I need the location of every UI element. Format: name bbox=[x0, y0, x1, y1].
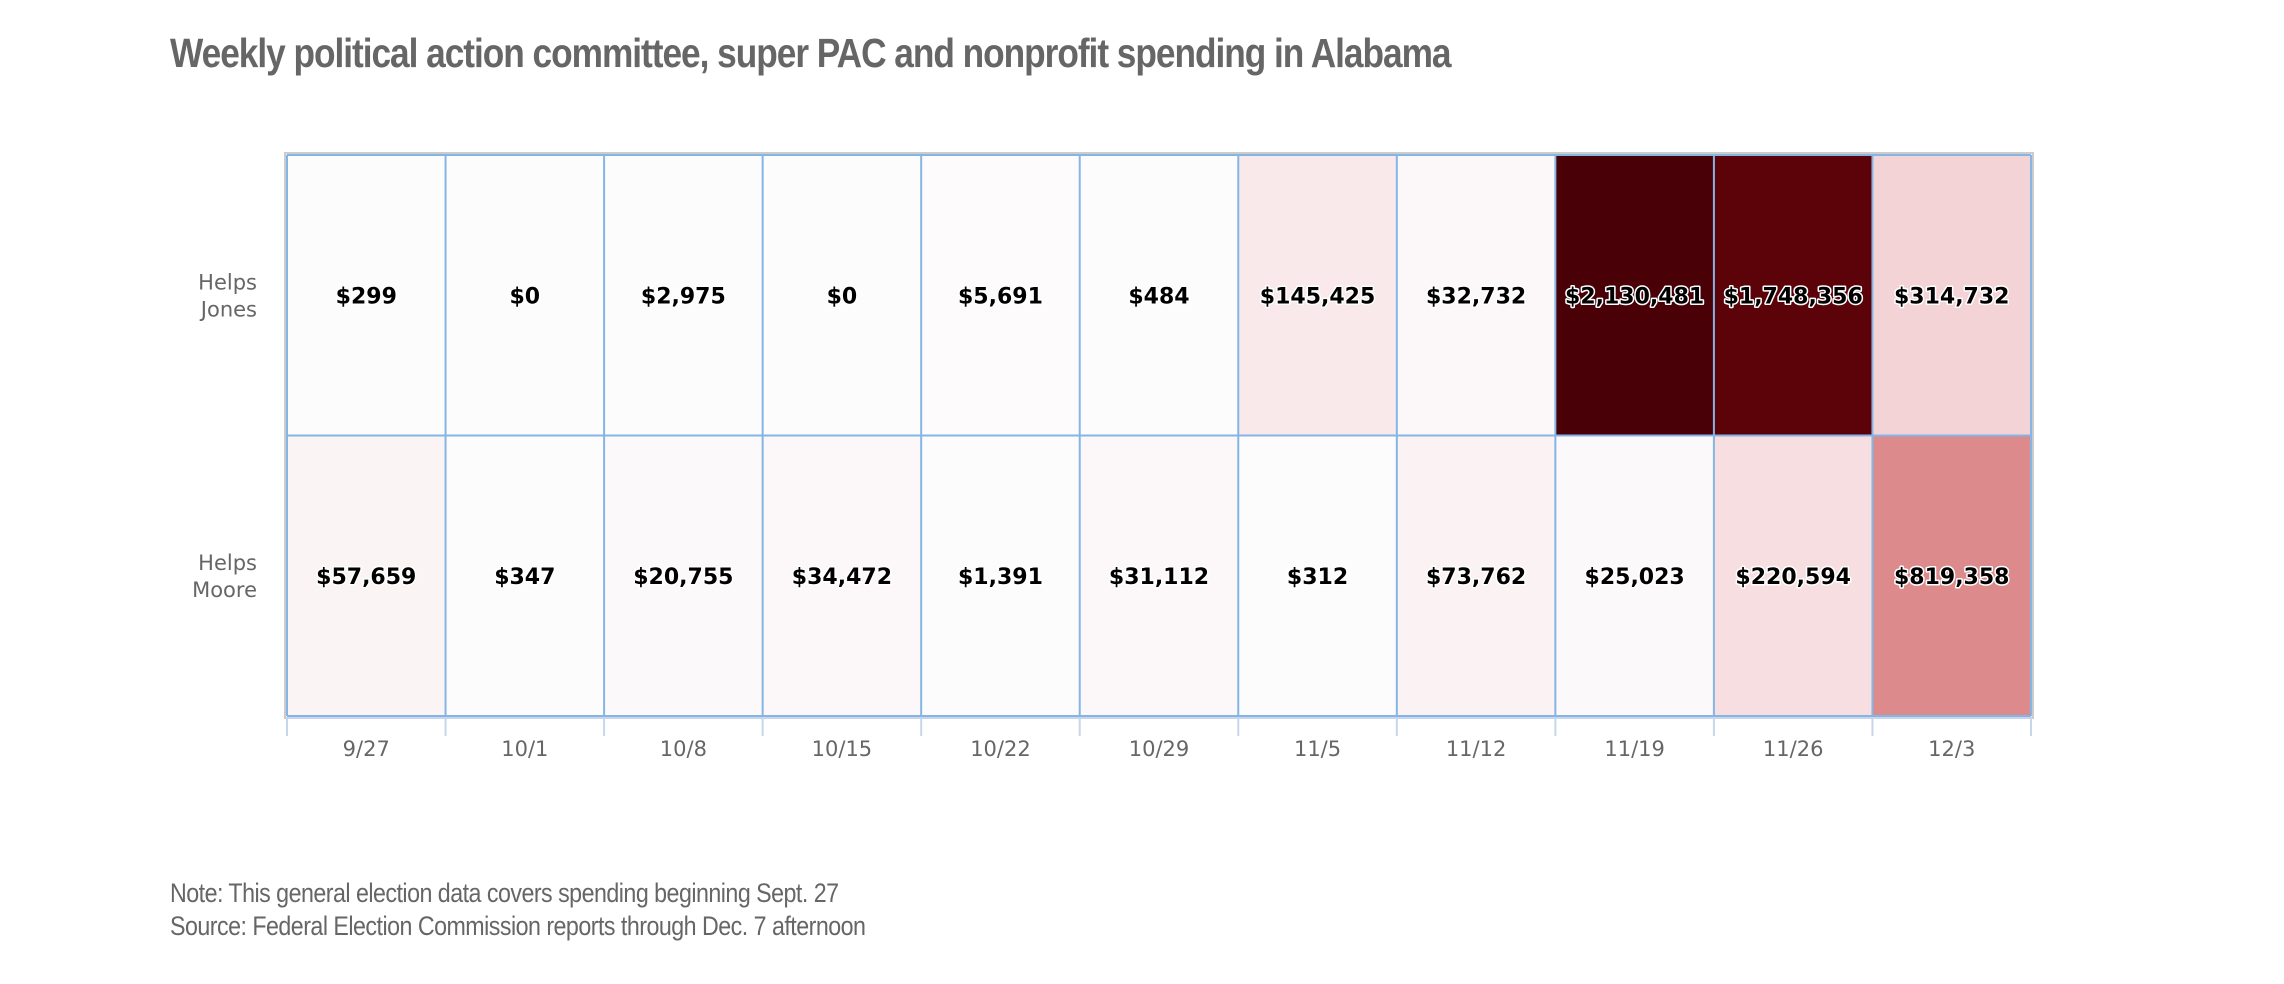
chart-title: Weekly political action committee, super… bbox=[170, 30, 1452, 76]
cell-value-label: $220,594 bbox=[1735, 565, 1851, 590]
cell-value-label: $57,659 bbox=[316, 565, 416, 590]
cell-value-label: $2,975 bbox=[641, 284, 726, 309]
heatmap-cell bbox=[1555, 435, 1714, 716]
cell-value-label: $484 bbox=[1128, 284, 1189, 309]
x-tick-label: 11/12 bbox=[1446, 737, 1507, 761]
cell-value-label: $0 bbox=[510, 284, 541, 309]
heatmap-cell bbox=[1079, 435, 1239, 716]
row-label: Helps Jones bbox=[198, 270, 257, 321]
x-tick-label: 10/29 bbox=[1129, 737, 1190, 761]
heatmap-cell bbox=[921, 435, 1080, 716]
cell-value-label: $5,691 bbox=[958, 284, 1043, 309]
footer-source: Source: Federal Election Commission repo… bbox=[170, 911, 866, 941]
x-tick-label: 9/27 bbox=[343, 737, 390, 761]
chart-footer: Note: This general election data covers … bbox=[170, 877, 866, 943]
x-tick-label: 10/1 bbox=[501, 737, 548, 761]
heatmap-cell bbox=[445, 435, 605, 716]
heatmap-cell bbox=[1555, 155, 1714, 436]
heatmap-cell bbox=[921, 155, 1080, 436]
cell-value-label: $1,391 bbox=[958, 565, 1043, 590]
x-tick-label: 11/26 bbox=[1763, 737, 1824, 761]
heatmap-cell bbox=[604, 155, 763, 436]
heatmap-cell bbox=[1079, 155, 1239, 436]
heatmap-cell bbox=[1872, 435, 2031, 716]
cell-value-label: $314,732 bbox=[1894, 284, 2010, 309]
footer-note: Note: This general election data covers … bbox=[170, 878, 839, 908]
heatmap-cell bbox=[1396, 155, 1556, 436]
cell-value-label: $819,358 bbox=[1894, 565, 2010, 590]
cell-value-label: $299 bbox=[336, 284, 397, 309]
x-axis: 9/27 10/1 10/8 10/15 10/22 10/29 11/5 11/12 11/1… bbox=[286, 717, 2032, 761]
cell-value-label: $25,023 bbox=[1585, 565, 1685, 590]
cell-value-label: $34,472 bbox=[792, 565, 892, 590]
heatmap-cell bbox=[604, 435, 763, 716]
x-tick-label: 10/15 bbox=[812, 737, 873, 761]
x-tick-label: 10/8 bbox=[660, 737, 707, 761]
heatmap-cell bbox=[1713, 155, 1873, 436]
heatmap-cell bbox=[1872, 155, 2031, 436]
x-tick-label: 11/19 bbox=[1604, 737, 1665, 761]
cell-value-label: $0 bbox=[827, 284, 858, 309]
cell-value-label: $1,748,356 bbox=[1724, 284, 1863, 309]
row-label: Helps Moore bbox=[192, 551, 257, 602]
heatmap-cell bbox=[762, 435, 922, 716]
heatmap-cell bbox=[1238, 435, 1397, 716]
x-tick-label: 10/22 bbox=[970, 737, 1031, 761]
cell-value-label: $312 bbox=[1287, 565, 1348, 590]
cell-value-label: $32,732 bbox=[1426, 284, 1526, 309]
heatmap-cell bbox=[762, 155, 922, 436]
heatmap-cell bbox=[445, 155, 605, 436]
x-tick-label: 12/3 bbox=[1928, 737, 1975, 761]
cell-value-label: $145,425 bbox=[1260, 284, 1376, 309]
heatmap-cell bbox=[1238, 155, 1397, 436]
cell-value-label: $347 bbox=[494, 565, 555, 590]
row-labels: Helps Jones Helps Moore bbox=[192, 270, 257, 602]
heatmap-cells bbox=[287, 155, 2031, 716]
cell-value-label: $20,755 bbox=[633, 565, 733, 590]
heatmap-cell bbox=[287, 435, 446, 716]
heatmap-cell bbox=[287, 155, 446, 436]
heatmap-cell bbox=[1396, 435, 1556, 716]
x-tick-label: 11/5 bbox=[1294, 737, 1341, 761]
heatmap-cell bbox=[1713, 435, 1873, 716]
heatmap-cell-labels: $299 $0 $2,975 $0 $5,691 $484 $145,425 $32,732 $… bbox=[315, 283, 2011, 592]
cell-value-label: $31,112 bbox=[1109, 565, 1209, 590]
cell-value-label: $73,762 bbox=[1426, 565, 1526, 590]
cell-value-label: $2,130,481 bbox=[1565, 284, 1704, 309]
